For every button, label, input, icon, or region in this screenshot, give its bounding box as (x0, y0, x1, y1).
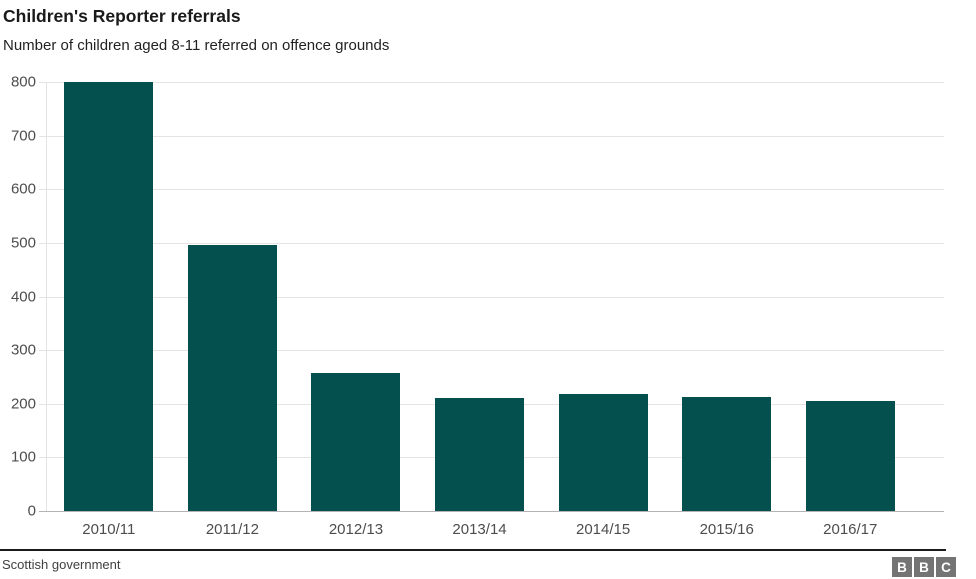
bar-band (541, 82, 665, 511)
bar-series (47, 82, 912, 511)
bar-2015/16 (682, 397, 772, 511)
baseline (39, 511, 944, 512)
y-axis-label: 100 (10, 448, 36, 466)
bar-band (418, 82, 542, 511)
bar-band (171, 82, 295, 511)
plot-area: 0 100 200 300 400 500 600 700 800 2010/11 2011/12… (11, 74, 944, 538)
bar-band (294, 82, 418, 511)
bar-2016/17 (805, 401, 895, 511)
bar-2012/13 (311, 373, 401, 511)
footer-divider (0, 549, 946, 551)
bbc-logo-block-b1: B (892, 557, 912, 577)
gridline (39, 350, 944, 352)
y-axis-label: 200 (10, 395, 36, 413)
bar-2011/12 (187, 245, 277, 511)
x-axis: 2010/11 2011/12 2012/13 2013/14 2014/15 2015/… (47, 520, 912, 540)
y-axis-label: 700 (10, 127, 36, 145)
bbc-logo-block-c: C (936, 557, 956, 577)
y-axis-label: 400 (10, 288, 36, 305)
y-axis-label: 300 (10, 341, 36, 359)
bar-2010/11 (64, 82, 154, 511)
x-axis-label: 2012/13 (328, 521, 384, 538)
gridline (39, 82, 944, 83)
x-axis-label: 2014/15 (575, 521, 631, 538)
y-axis-label: 800 (10, 73, 36, 91)
chart-header: Children's Reporter referrals Number of … (3, 6, 389, 55)
y-axis-label: 500 (10, 234, 36, 252)
x-axis-label: 2015/16 (699, 521, 754, 538)
x-axis-label: 2010/11 (82, 521, 136, 538)
bar-band (47, 82, 171, 511)
gridline (39, 135, 944, 137)
bar-2013/14 (435, 398, 525, 511)
bar-band (665, 82, 789, 511)
source-label: Scottish government (2, 557, 121, 572)
chart-subtitle: Number of children aged 8-11 referred on… (3, 37, 390, 54)
gridline (39, 189, 944, 191)
bbc-logo: B B C (892, 557, 956, 577)
bar-2014/15 (558, 393, 648, 511)
bbc-logo-block-b2: B (914, 557, 934, 577)
chart-title: Children's Reporter referrals (3, 6, 241, 26)
x-axis-label: 2011/12 (205, 521, 259, 538)
gridline (39, 242, 944, 244)
gridline (39, 296, 944, 298)
bar-band (788, 82, 912, 511)
y-axis-label: 600 (10, 180, 36, 198)
x-axis-label: 2016/17 (823, 521, 878, 538)
x-axis-label: 2013/14 (452, 521, 507, 538)
y-axis-label: 0 (27, 502, 36, 520)
